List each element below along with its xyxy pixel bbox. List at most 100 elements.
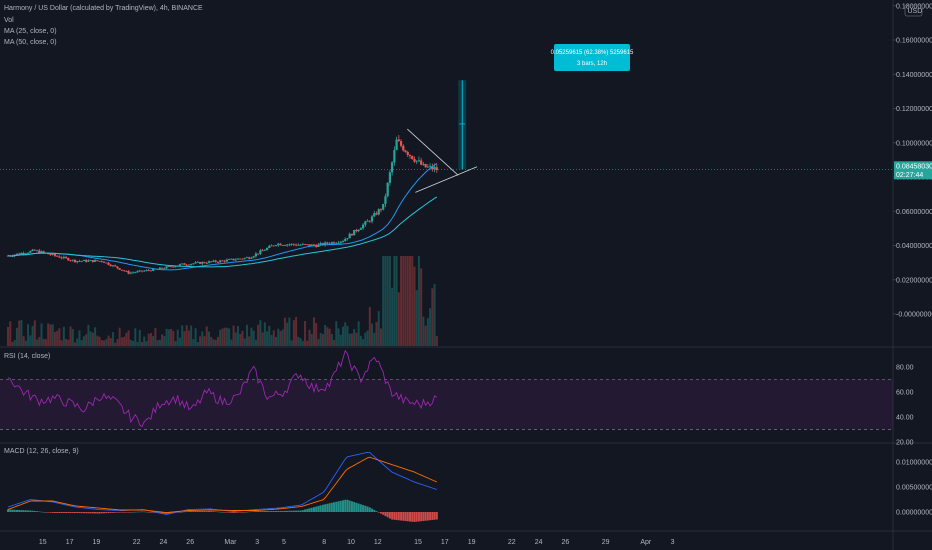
macd-histogram-bar (18, 509, 21, 512)
volume-bar (9, 321, 12, 346)
main-legend-title: Harmony / US Dollar (calculated by Tradi… (4, 5, 203, 12)
macd-histogram-bar (377, 512, 380, 513)
macd-histogram-bar (362, 505, 365, 512)
volume-bar (221, 328, 224, 346)
volume-bar (216, 336, 219, 346)
rsi-band (0, 379, 893, 430)
volume-bar (132, 341, 135, 346)
macd-histogram-bar (306, 508, 309, 512)
macd-histogram-bar (138, 511, 141, 513)
macd-histogram-bar (71, 512, 74, 513)
volume-bar (395, 256, 398, 346)
rsi-tick-label: 20.00 (896, 440, 914, 447)
volume-bar (254, 339, 257, 346)
macd-histogram-bar (203, 511, 206, 512)
candle-body (152, 268, 155, 271)
macd-histogram-bar (225, 512, 228, 513)
macd-histogram-bar (415, 512, 418, 522)
macd-histogram-bar (107, 512, 110, 514)
macd-histogram-bar (310, 507, 313, 512)
candle-body (375, 213, 378, 215)
volume-bar (69, 326, 72, 346)
macd-histogram-bar (199, 511, 202, 512)
volume-bar (111, 332, 114, 346)
time-tick-label: 3 (255, 539, 259, 546)
macd-histogram-bar (239, 512, 242, 513)
volume-bar (371, 323, 374, 346)
macd-histogram-bar (232, 512, 235, 513)
candle-body (228, 259, 231, 260)
volume-bar (170, 329, 173, 346)
volume-bar (53, 332, 56, 346)
volume-bar (411, 256, 414, 346)
macd-histogram-bar (69, 512, 72, 513)
macd-histogram-bar (100, 512, 103, 514)
candle-body (134, 272, 137, 274)
macd-histogram-bar (214, 511, 217, 513)
rsi-tick-label: 60.00 (896, 389, 914, 396)
candle-body (172, 266, 175, 268)
macd-histogram-bar (181, 511, 184, 513)
candle-body (163, 268, 166, 270)
volume-bar (156, 340, 159, 346)
candle-body (78, 261, 81, 262)
candle-body (127, 271, 130, 274)
volume-bar (82, 336, 85, 346)
candle-body (295, 244, 298, 246)
candle-body (20, 253, 23, 255)
candle-body (408, 154, 412, 156)
macd-histogram-bar (223, 512, 226, 513)
volume-bar (375, 321, 378, 346)
volume-bar (431, 288, 434, 346)
volume-bar (321, 334, 324, 346)
macd-histogram-bar (196, 511, 199, 512)
candle-body (364, 221, 367, 225)
volume-bar (415, 290, 418, 346)
candle-body (344, 239, 347, 242)
macd-histogram-bar (346, 499, 349, 512)
macd-histogram-bar (9, 509, 12, 512)
candle-body (221, 260, 224, 262)
candle-body (94, 260, 97, 262)
macd-histogram-bar (13, 509, 16, 512)
price-tick-label: 0.18000000 (896, 3, 932, 10)
volume-bar (299, 338, 302, 346)
volume-bar (123, 336, 126, 346)
macd-histogram-bar (335, 501, 338, 512)
volume-bar (178, 337, 181, 346)
volume-bar (158, 339, 161, 346)
candle-body (194, 262, 197, 264)
macd-histogram-bar (136, 511, 139, 513)
candle-body (207, 261, 211, 264)
macd-histogram-bar (103, 512, 106, 514)
volume-bar (232, 325, 235, 346)
macd-histogram-bar (31, 510, 34, 512)
candle-body (341, 241, 345, 243)
macd-histogram-bar (301, 510, 304, 512)
candle-body (379, 209, 383, 211)
candle-body (205, 262, 208, 264)
current-price-value: 0.08458030 (896, 163, 932, 170)
candle-body (140, 270, 144, 272)
macd-histogram-bar (67, 512, 70, 513)
candle-body (22, 253, 25, 255)
macd-histogram-bar (205, 511, 208, 512)
macd-histogram-bar (315, 506, 318, 512)
macd-histogram-bar (7, 509, 9, 512)
volume-bar (11, 342, 14, 346)
macd-histogram-bar (426, 512, 429, 521)
candle-body (58, 256, 61, 258)
trendline-lower (415, 166, 478, 193)
candle-body (98, 260, 101, 262)
candle-body (114, 265, 117, 267)
candle-body (254, 253, 257, 257)
volume-bar (118, 327, 121, 346)
candle-body (158, 267, 161, 269)
candle-body (241, 258, 244, 260)
time-tick-label: 15 (414, 539, 422, 546)
candle-body (386, 182, 389, 197)
volume-bar (194, 328, 197, 346)
candle-body (198, 261, 202, 264)
macd-histogram-bar (42, 511, 45, 513)
